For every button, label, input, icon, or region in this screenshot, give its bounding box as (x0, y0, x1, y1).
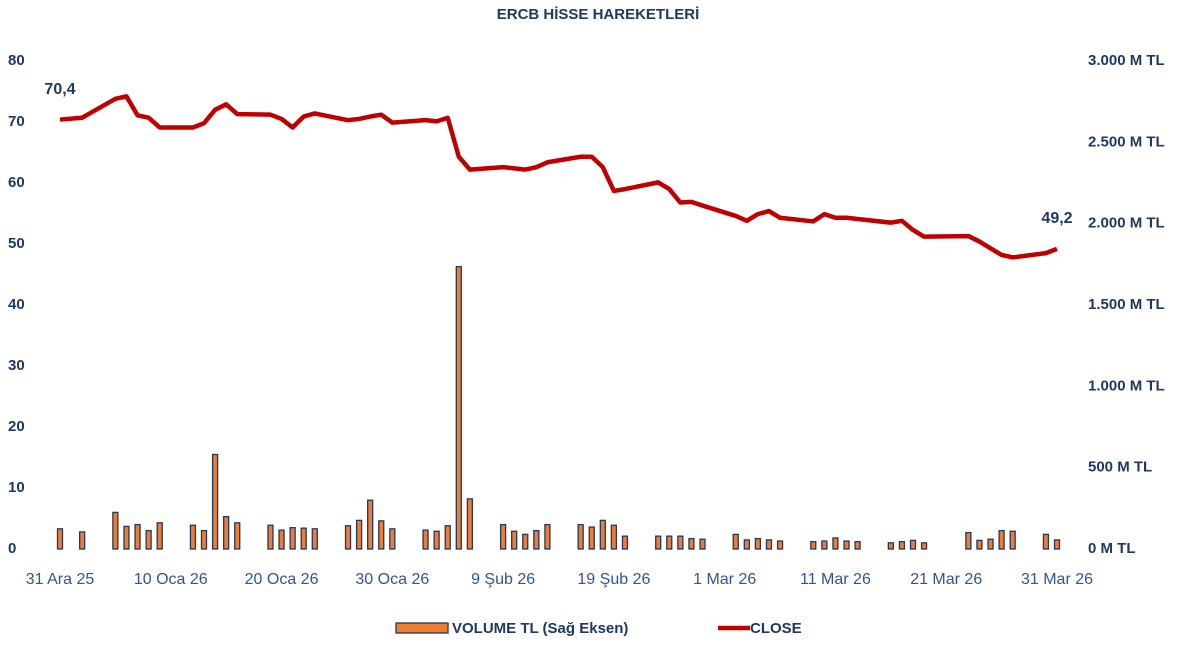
y2-tick-label: 0 M TL (1088, 540, 1136, 557)
volume-bar (533, 529, 540, 550)
x-tick-label: 11 Mar 26 (800, 571, 871, 588)
volume-bar (1042, 533, 1050, 550)
y-tick-label: 40 (8, 296, 25, 313)
volume-bar (455, 265, 462, 550)
y-tick-label: 80 (8, 52, 25, 69)
volume-bar (156, 522, 163, 550)
x-tick-label: 10 Oca 26 (134, 571, 208, 588)
volume-bar (688, 537, 695, 550)
data-label: 49,2 (1041, 210, 1072, 227)
volume-bar (56, 528, 64, 550)
volume-bar (677, 535, 684, 550)
data-label: 70,4 (44, 81, 75, 98)
volume-bar (920, 542, 928, 550)
chart-title: ERCB HİSSE HAREKETLERİ (497, 6, 700, 23)
x-tick-label: 31 Mar 26 (1021, 571, 1093, 588)
volume-bar (278, 529, 285, 550)
volume-bar (821, 540, 828, 550)
y-tick-label: 50 (8, 235, 25, 252)
volume-bar (433, 530, 440, 550)
y-tick-label: 20 (8, 418, 25, 435)
y-tick-label: 10 (8, 479, 25, 496)
volume-bar (588, 526, 595, 550)
volume-bar (810, 541, 817, 550)
legend-swatch (395, 622, 449, 634)
legend-label: CLOSE (750, 620, 802, 637)
volume-bar (344, 525, 352, 550)
volume-bar (234, 522, 241, 550)
volume-bar (499, 523, 507, 550)
volume-bar (965, 531, 972, 550)
volume-bar (898, 541, 906, 550)
volume-bar (765, 539, 773, 550)
volume-bar (621, 535, 629, 550)
x-tick-label: 21 Mar 26 (910, 571, 982, 588)
volume-bar (145, 529, 152, 550)
volume-bar (289, 527, 296, 550)
volume-bar (367, 499, 374, 550)
volume-bar (200, 529, 208, 550)
legend-label: VOLUME TL (Sağ Eksen) (452, 620, 628, 637)
y2-tick-label: 3.000 M TL (1088, 52, 1165, 69)
volume-bar (466, 498, 474, 550)
volume-bar (522, 533, 529, 550)
volume-bar (843, 540, 850, 550)
volume-bar (355, 519, 363, 550)
volume-bar (998, 529, 1005, 550)
y2-tick-label: 500 M TL (1088, 459, 1152, 476)
volume-bar (1009, 530, 1016, 550)
volume-bar (123, 525, 130, 550)
volume-bar (666, 535, 673, 550)
close-line (59, 94, 1058, 260)
x-tick-label: 31 Ara 25 (26, 571, 95, 588)
volume-bar (976, 539, 983, 550)
volume-bar (267, 524, 274, 550)
volume-bar (699, 538, 706, 550)
y2-tick-label: 2.500 M TL (1088, 133, 1165, 150)
volume-bar (112, 511, 119, 550)
y-tick-label: 70 (8, 113, 25, 130)
y-tick-label: 30 (8, 357, 25, 374)
volume-bar (311, 528, 318, 550)
y2-tick-label: 1.500 M TL (1088, 296, 1165, 313)
volume-bar (732, 533, 739, 550)
volume-bar (854, 541, 861, 550)
volume-bar (544, 523, 551, 550)
x-tick-label: 1 Mar 26 (693, 571, 756, 588)
volume-bar (655, 535, 662, 550)
volume-bar (378, 520, 385, 550)
y-tick-label: 60 (8, 174, 25, 191)
y-tick-label: 0 (8, 540, 16, 557)
volume-bar (511, 530, 518, 550)
x-tick-label: 20 Oca 26 (245, 571, 319, 588)
x-tick-label: 30 Oca 26 (355, 571, 429, 588)
volume-bar (909, 539, 917, 550)
volume-bar (987, 538, 994, 550)
volume-bar (743, 539, 750, 550)
volume-bar (389, 528, 396, 550)
volume-bar (610, 524, 618, 550)
volume-bar (223, 515, 230, 550)
volume-bar (189, 524, 197, 550)
volume-bar (444, 525, 451, 550)
x-tick-label: 9 Şub 26 (471, 571, 535, 588)
volume-bar (754, 537, 762, 550)
y2-tick-label: 2.000 M TL (1088, 215, 1165, 232)
volume-bar (832, 537, 839, 550)
volume-bar (211, 453, 219, 550)
volume-bar (300, 527, 307, 550)
volume-bar (134, 523, 141, 550)
y2-tick-label: 1.000 M TL (1088, 377, 1165, 394)
volume-bar (599, 519, 606, 550)
volume-bar (887, 542, 894, 550)
x-tick-label: 19 Şub 26 (577, 571, 650, 588)
volume-bar (79, 531, 86, 550)
volume-bar (1053, 539, 1061, 550)
volume-bar (422, 529, 429, 550)
volume-bar (776, 540, 784, 550)
volume-bar (577, 523, 584, 550)
